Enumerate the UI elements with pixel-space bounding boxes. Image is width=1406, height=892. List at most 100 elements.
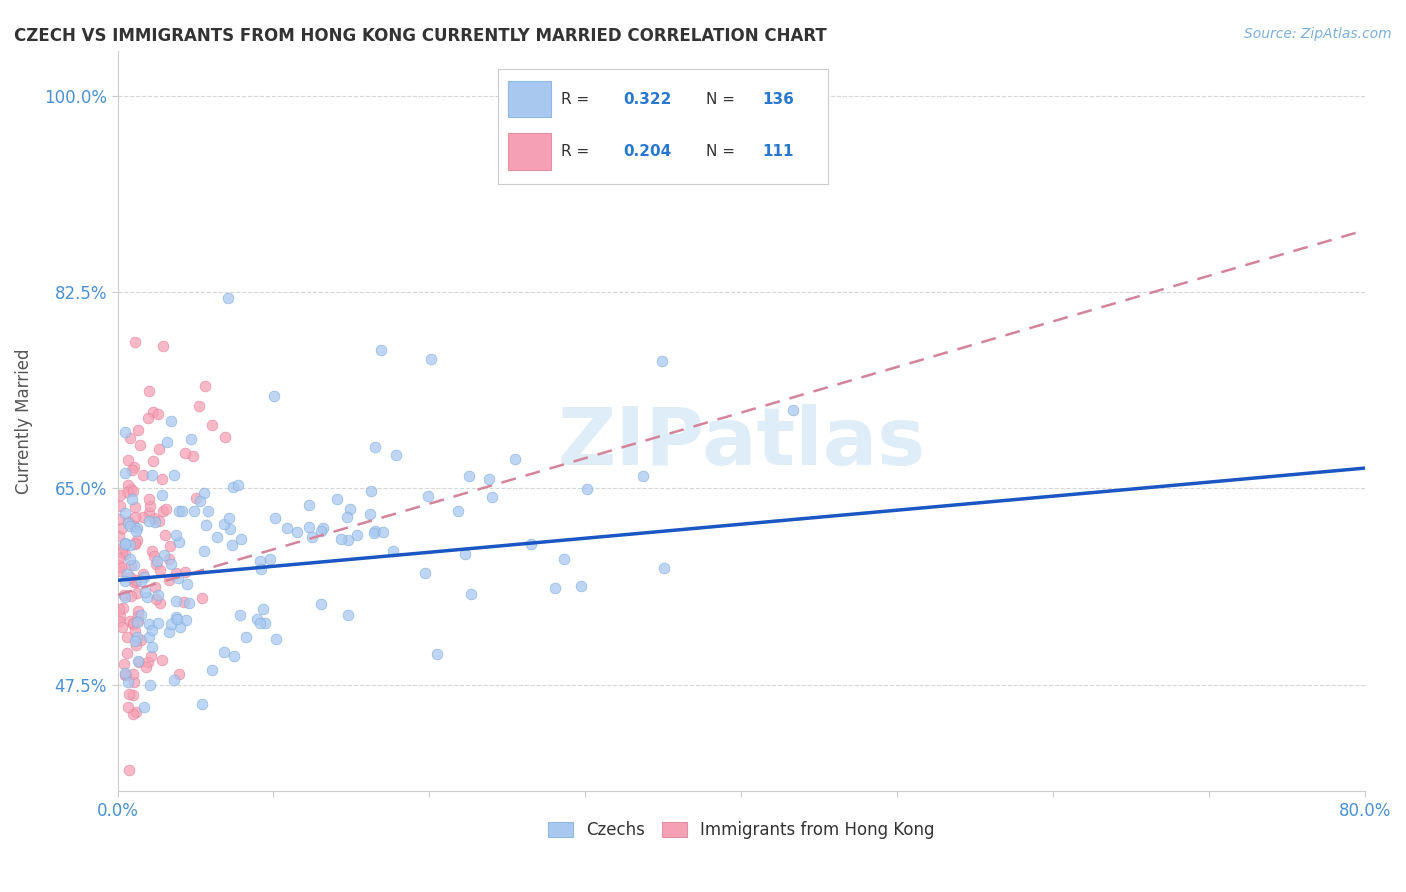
Point [118,570,141,584]
Point [138,492,160,507]
Point [652,561,675,575]
Point [194,379,217,393]
Text: Source: ZipAtlas.com: Source: ZipAtlas.com [1244,27,1392,41]
Point [117,674,139,689]
Point [190,591,212,605]
Point [201,663,224,677]
Point [575,482,598,496]
Point [385,448,408,462]
Point [150,472,173,486]
Point [146,588,169,602]
Point [167,571,190,585]
Point [127,654,149,668]
Point [114,668,136,682]
Point [138,616,160,631]
Point [118,519,141,533]
Point [149,596,172,610]
Point [165,528,187,542]
Point [108,609,131,624]
Point [132,699,155,714]
Point [416,489,439,503]
Point [117,478,139,492]
Text: ZIPatlas: ZIPatlas [557,404,925,483]
Point [108,529,131,543]
Point [276,521,298,535]
Point [160,558,183,572]
Point [160,415,183,429]
Point [298,498,321,512]
Point [165,566,187,581]
Point [138,630,160,644]
Point [212,516,235,531]
Point [264,632,287,646]
Point [114,536,136,550]
Point [108,602,131,616]
Point [478,472,501,486]
Point [447,504,470,518]
Point [246,612,269,626]
Point [115,646,138,660]
Point [114,574,136,589]
Point [118,538,141,552]
Point [138,678,160,692]
Point [129,607,152,622]
Point [173,446,195,460]
Point [141,468,163,483]
Point [249,554,271,568]
Point [143,549,166,563]
Point [481,490,503,504]
Point [337,533,360,548]
Point [326,491,349,506]
Point [114,466,136,480]
Point [336,510,359,524]
Point [370,343,392,357]
Point [782,403,804,417]
Point [188,494,211,508]
Point [122,460,145,475]
Point [503,452,526,467]
Point [153,548,176,562]
Point [117,700,139,714]
Point [132,468,155,483]
Point [193,486,215,500]
Point [219,522,242,536]
Point [336,607,359,622]
Legend: Czechs, Immigrants from Hong Kong: Czechs, Immigrants from Hong Kong [541,814,941,846]
Point [228,478,250,492]
Point [127,630,149,644]
Point [200,418,222,433]
Point [363,525,385,540]
Point [155,501,177,516]
Point [122,518,145,533]
Point [121,463,143,477]
Point [132,566,155,581]
Point [298,520,321,534]
Point [118,687,141,701]
Point [111,544,134,558]
Point [115,630,138,644]
Point [163,467,186,482]
Point [553,552,575,566]
Point [124,624,146,638]
Point [125,521,148,535]
Point [569,579,592,593]
Point [127,614,149,628]
Point [114,536,136,550]
Point [122,558,145,572]
Point [360,483,382,498]
Point [139,499,162,513]
Point [166,612,188,626]
Point [176,576,198,591]
Point [631,469,654,483]
Point [127,423,149,437]
Point [312,521,335,535]
Point [114,547,136,561]
Point [114,590,136,604]
Point [222,649,245,664]
Point [117,453,139,467]
Point [117,514,139,528]
Point [124,634,146,648]
Point [145,580,167,594]
Point [150,488,173,502]
Point [136,655,159,669]
